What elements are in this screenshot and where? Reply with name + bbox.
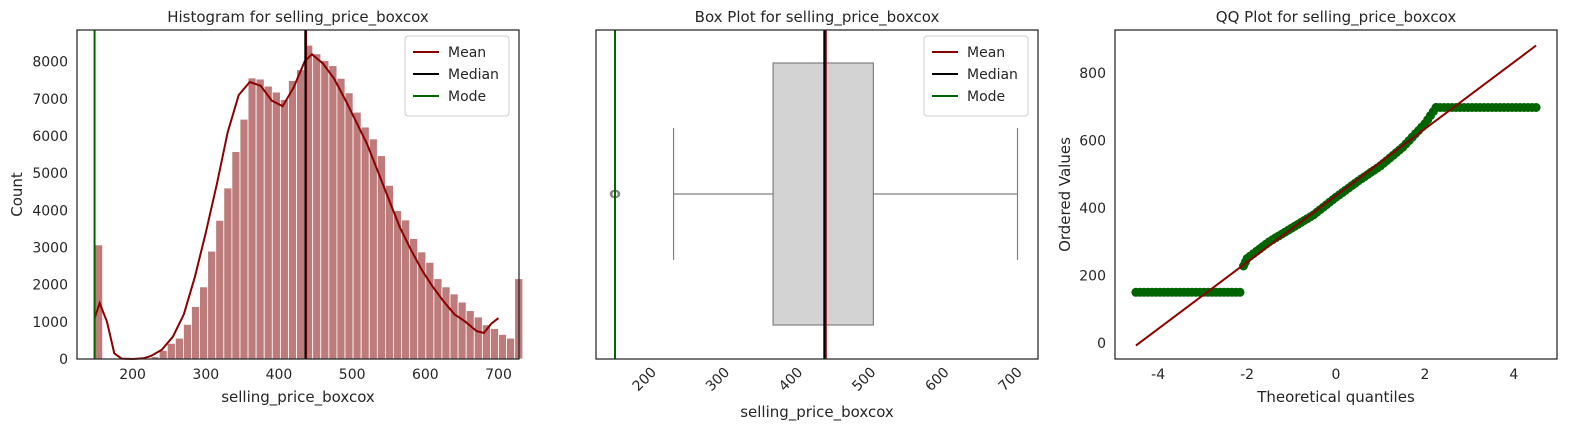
x-axis-label: selling_price_boxcox xyxy=(221,388,375,407)
histogram-bar xyxy=(158,350,168,360)
qq-point xyxy=(1531,103,1541,112)
x-tick-label: -4 xyxy=(1151,367,1165,383)
y-tick-label: 7000 xyxy=(32,92,68,108)
histogram-bar xyxy=(215,219,225,360)
histogram-bar xyxy=(506,337,516,360)
kde-curve xyxy=(93,52,500,361)
histogram-bar xyxy=(199,286,209,360)
histogram-bar xyxy=(393,210,402,360)
y-tick-label: 0 xyxy=(59,352,68,368)
chart-title: Histogram for selling_price_boxcox xyxy=(167,8,429,27)
histogram-bar xyxy=(255,78,265,360)
x-tick-label: 4 xyxy=(1509,367,1518,383)
histogram-bar xyxy=(174,337,184,360)
y-tick-label: 400 xyxy=(1079,201,1106,217)
x-tick-label: 400 xyxy=(776,365,806,395)
chart-title: Box Plot for selling_price_boxcox xyxy=(695,8,940,27)
histogram-bar xyxy=(271,91,281,360)
histogram-bar xyxy=(352,111,362,360)
x-tick-label: 200 xyxy=(119,367,146,383)
histogram-bar xyxy=(288,80,297,360)
legend-median-label: Median xyxy=(967,67,1018,83)
qq-point xyxy=(1235,287,1245,297)
qqplot-panel: -4 -2 0 2 4 0 200 400 600 800 QQ Plot for selling_… xyxy=(1056,8,1558,406)
x-tick-label: 600 xyxy=(922,365,952,395)
histogram-bar xyxy=(183,324,192,360)
x-tick-label: 700 xyxy=(996,365,1026,395)
histogram-bar xyxy=(94,244,104,360)
x-tick-label: -2 xyxy=(1240,367,1254,383)
y-tick-label: 2000 xyxy=(32,278,68,294)
histogram-bar xyxy=(449,293,459,360)
legend-mean-label: Mean xyxy=(967,45,1005,61)
x-tick-label: 300 xyxy=(192,367,219,383)
x-tick-label: 500 xyxy=(339,367,366,383)
y-tick-label: 200 xyxy=(1079,268,1106,284)
histogram-bar xyxy=(344,92,354,360)
histogram-bar xyxy=(296,69,306,360)
histogram-bar xyxy=(360,126,370,360)
y-tick-label: 800 xyxy=(1079,66,1106,82)
histogram-bar xyxy=(328,65,338,360)
histogram-bar xyxy=(239,118,249,360)
histogram-bar xyxy=(191,306,200,360)
histogram-bar xyxy=(465,310,475,360)
histogram-bar xyxy=(207,250,217,360)
legend-mode-label: Mode xyxy=(448,89,486,105)
plot-frame xyxy=(76,29,520,360)
y-tick-label: 600 xyxy=(1079,134,1106,150)
y-tick-label: 0 xyxy=(1097,336,1106,352)
iqr-box xyxy=(772,62,874,326)
plot-frame xyxy=(1114,29,1558,360)
y-tick-label: 1000 xyxy=(32,315,68,331)
y-tick-label: 3000 xyxy=(32,240,68,256)
plot-frame xyxy=(595,29,1039,360)
qq-reference-line xyxy=(1135,44,1537,347)
chart-title: QQ Plot for selling_price_boxcox xyxy=(1216,8,1457,27)
boxplot-panel: 200 300 400 500 600 700 Box Plot for selling_p… xyxy=(595,8,1039,422)
legend-mode-label: Mode xyxy=(967,89,1005,105)
histogram-panel: 200 300 400 500 600 7000100020003000400050006… xyxy=(8,8,524,407)
x-tick-label: 300 xyxy=(703,365,733,395)
histogram-bar xyxy=(368,138,378,360)
histogram-bar xyxy=(473,316,483,360)
y-tick-label: 5000 xyxy=(32,166,68,182)
histogram-bar xyxy=(279,99,289,360)
histogram-bar xyxy=(490,328,499,360)
y-tick-label: 8000 xyxy=(32,55,68,71)
histogram-bar xyxy=(312,53,322,360)
x-tick-label: 600 xyxy=(412,367,439,383)
y-axis-label: Ordered Values xyxy=(1056,137,1074,252)
histogram-bar xyxy=(441,286,451,360)
x-tick-label: 500 xyxy=(849,365,879,395)
x-tick-label: 0 xyxy=(1332,367,1341,383)
x-tick-label: 400 xyxy=(266,367,293,383)
histogram-bar xyxy=(166,342,176,360)
y-axis-label: Count xyxy=(8,172,26,217)
histogram-bar xyxy=(320,60,330,360)
legend-median-label: Median xyxy=(448,67,499,83)
y-tick-label: 6000 xyxy=(32,129,68,145)
y-tick-label: 4000 xyxy=(32,203,68,219)
histogram-bar xyxy=(231,151,241,360)
histogram-bar xyxy=(336,77,346,360)
histogram-bar xyxy=(223,187,233,360)
histogram-bar xyxy=(385,184,394,360)
histogram-bar xyxy=(247,77,257,360)
x-axis-label: Theoretical quantiles xyxy=(1256,388,1415,406)
x-tick-label: 200 xyxy=(630,365,660,395)
histogram-bar xyxy=(263,85,273,360)
x-tick-label: 700 xyxy=(485,367,512,383)
histogram-bar xyxy=(498,334,507,360)
x-axis-label: selling_price_boxcox xyxy=(740,403,894,422)
x-tick-label: 2 xyxy=(1420,367,1429,383)
legend-mean-label: Mean xyxy=(448,45,486,61)
histogram-bar xyxy=(457,301,467,360)
